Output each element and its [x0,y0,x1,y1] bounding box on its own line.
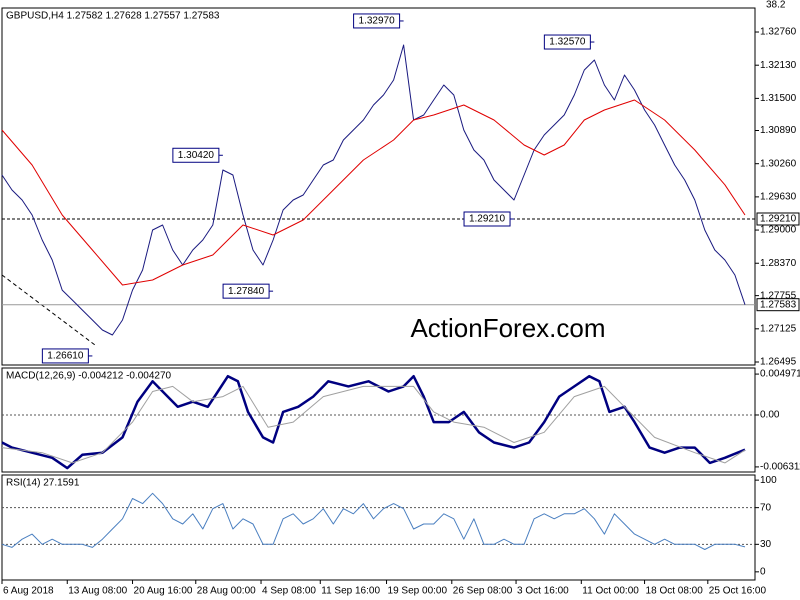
x-tick-label: 13 Aug 08:00 [68,586,127,597]
annotation-box [172,147,220,163]
annotation-label: 1.27840 [228,286,265,297]
x-tick-label: 11 Sep 16:00 [321,586,380,597]
y-tick-label: 1.28370 [760,258,797,269]
series-line [1,385,746,464]
y-tick-label: 0.004971 [760,369,800,380]
y-tick-label: 1.29000 [760,225,797,236]
watermark: ActionForex.com [410,313,605,343]
x-tick-label: 11 Oct 00:00 [582,586,639,597]
annotation-box [222,283,270,299]
y-tick-label: 1.26495 [760,357,797,368]
series-line [1,374,746,470]
y-tick-label: 1.27125 [760,323,797,334]
x-tick-label: 19 Sep 00:00 [388,586,448,597]
y-tick-label: 0.00 [760,410,780,421]
annotation-box [41,348,89,364]
y-tick-label: 1.30260 [760,158,797,169]
annotation-box [353,13,401,29]
y-tick-label: -0.006311 [760,462,800,473]
x-tick-label: 4 Sep 08:00 [262,586,316,597]
y-tick-label: 1.29630 [760,192,797,203]
annotation-label: 1.32570 [549,37,586,48]
x-tick-label: 25 Oct 16:00 [709,586,767,597]
rsi-panel [1,474,756,581]
annotation-box [543,34,591,50]
x-tick-label: 3 Oct 16:00 [517,586,569,597]
price-label: 1.29210 [760,214,797,225]
annotation-label: 1.26610 [47,351,84,362]
x-tick-label: 20 Aug 16:00 [134,586,193,597]
y-tick-label: 30 [760,539,772,550]
panel-title: RSI(14) 27.1591 [6,478,80,489]
series-line [1,492,746,550]
y-tick-label: 1.32130 [760,60,797,71]
price-label: 1.27583 [760,299,797,310]
panel-title: GBPUSD,H4 1.27582 1.27628 1.27557 1.2758… [6,11,220,22]
price-label-box [756,298,800,312]
y-tick-label: 70 [760,502,772,513]
x-tick-label: 18 Oct 08:00 [646,586,704,597]
top-label: 38.2 [766,0,786,11]
annotation-box [463,211,511,227]
y-tick-label: 1.30890 [760,125,797,136]
price-label-box [756,212,800,226]
x-tick-label: 28 Aug 00:00 [197,586,256,597]
annotation-label: 1.30420 [178,150,215,161]
series-line [1,44,746,336]
y-tick-label: 1.32760 [760,27,797,38]
x-tick-label: 26 Sep 08:00 [453,586,513,597]
macd-panel [1,367,756,473]
y-tick-label: 0 [760,566,766,577]
annotation-label: 1.29210 [469,214,506,225]
y-tick-label: 1.27755 [760,290,797,301]
x-tick-label: 6 Aug 2018 [3,586,54,597]
trend-line [1,274,96,346]
y-tick-label: 1.31500 [760,93,797,104]
annotation-label: 1.32970 [359,16,396,27]
price-panel [1,7,756,366]
panel-title: MACD(12,26,9) -0.004212 -0.004270 [6,371,172,382]
y-tick-label: 100 [760,475,777,486]
series-line [1,99,746,286]
